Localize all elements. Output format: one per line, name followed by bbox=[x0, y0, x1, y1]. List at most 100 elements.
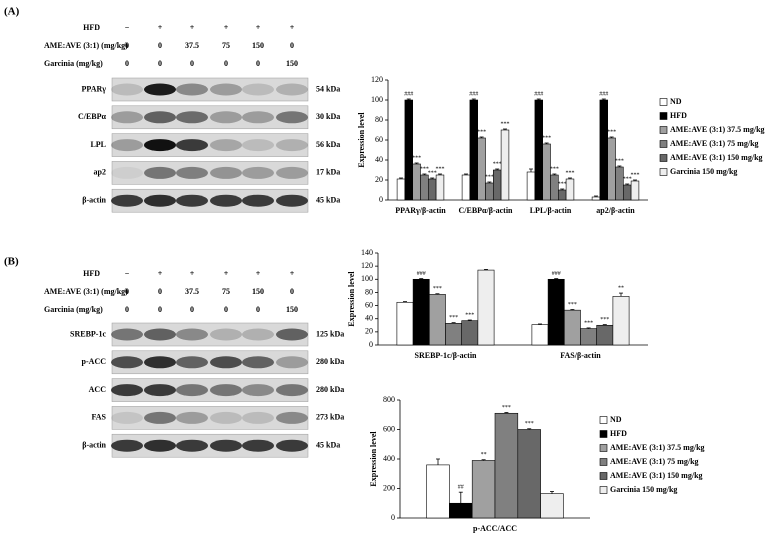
condition-value: 150 bbox=[286, 305, 298, 314]
x-category-label: SREBP-1c/β-actin bbox=[415, 351, 478, 360]
blot-band bbox=[111, 83, 143, 96]
condition-value: + bbox=[224, 269, 229, 278]
bar bbox=[412, 278, 430, 346]
error-bar bbox=[479, 136, 484, 138]
blot-band bbox=[276, 111, 308, 124]
condition-label: AME:AVE (3:1) (mg/kg) bbox=[44, 287, 128, 296]
condition-value: 0 bbox=[190, 305, 194, 314]
condition-value: 75 bbox=[222, 41, 230, 50]
error-bar bbox=[464, 173, 468, 175]
error-bar bbox=[617, 165, 622, 167]
legend-swatch bbox=[659, 154, 668, 162]
blot-band bbox=[276, 356, 308, 369]
bar bbox=[547, 278, 565, 346]
blot-band bbox=[111, 139, 143, 152]
significance-label: ### bbox=[469, 91, 478, 97]
blot-band bbox=[242, 194, 274, 207]
legend-swatch bbox=[659, 168, 668, 176]
bar bbox=[531, 324, 549, 346]
bar bbox=[435, 174, 445, 201]
error-bar bbox=[552, 173, 557, 175]
error-bar bbox=[504, 412, 509, 414]
blot-band bbox=[144, 384, 176, 397]
error-bar bbox=[570, 309, 575, 311]
condition-value: + bbox=[158, 23, 163, 32]
error-bar bbox=[422, 173, 427, 175]
condition-value: + bbox=[290, 269, 295, 278]
protein-label: ap2 bbox=[94, 168, 106, 177]
blot-band bbox=[276, 166, 308, 179]
significance-label: *** bbox=[550, 166, 559, 172]
y-axis-label: Expression level bbox=[369, 431, 378, 487]
y-tick-label: 800 bbox=[383, 395, 395, 404]
condition-value: 0 bbox=[158, 287, 162, 296]
bar bbox=[534, 99, 544, 201]
error-bar bbox=[544, 142, 549, 144]
y-tick-label: 600 bbox=[383, 424, 395, 433]
condition-value: 0 bbox=[125, 287, 129, 296]
bar bbox=[591, 196, 601, 201]
bar bbox=[565, 178, 575, 201]
blot-band bbox=[111, 439, 143, 452]
bar bbox=[526, 171, 536, 201]
significance-label: *** bbox=[428, 170, 437, 176]
error-bar bbox=[602, 324, 607, 326]
protein-label: LPL bbox=[90, 140, 106, 149]
error-bar bbox=[419, 278, 424, 280]
bar bbox=[461, 174, 471, 201]
legend-swatch bbox=[599, 458, 608, 466]
condition-value: 0 bbox=[158, 59, 162, 68]
bar bbox=[477, 269, 495, 346]
legend-label: ND bbox=[610, 415, 622, 424]
condition-value: + bbox=[256, 23, 261, 32]
significance-label: *** bbox=[465, 312, 474, 318]
blot-band bbox=[210, 439, 242, 452]
significance-label: *** bbox=[623, 176, 632, 182]
legend-label: HFD bbox=[670, 111, 687, 120]
significance-label: *** bbox=[501, 121, 510, 127]
y-tick-label: 60 bbox=[375, 135, 383, 144]
bar bbox=[427, 178, 437, 201]
blot-band bbox=[144, 139, 176, 152]
legend-swatch bbox=[659, 140, 668, 148]
bar bbox=[477, 137, 486, 201]
error-bar bbox=[435, 293, 440, 295]
blot-band bbox=[242, 384, 274, 397]
size-label: 30 kDa bbox=[316, 112, 340, 121]
significance-label: *** bbox=[584, 320, 593, 326]
bar bbox=[557, 189, 567, 201]
significance-label: *** bbox=[615, 158, 624, 164]
significance-label: ### bbox=[417, 271, 426, 277]
blot-band bbox=[176, 356, 208, 369]
error-bar bbox=[601, 98, 606, 100]
bar bbox=[630, 180, 640, 201]
bar bbox=[471, 460, 496, 519]
legend-label: AME:AVE (3:1) 37.5 mg/kg bbox=[670, 125, 765, 134]
condition-label: Garcinia (mg/kg) bbox=[44, 305, 103, 314]
legend-swatch bbox=[599, 486, 608, 494]
blot-band bbox=[144, 439, 176, 452]
y-axis-label: Expression level bbox=[347, 271, 356, 327]
legend-swatch bbox=[599, 472, 608, 480]
blot-band bbox=[276, 384, 308, 397]
blot-band bbox=[276, 328, 308, 341]
protein-label: β-actin bbox=[82, 196, 106, 205]
blot-band bbox=[176, 194, 208, 207]
error-bar bbox=[554, 278, 559, 280]
legend-swatch bbox=[599, 430, 608, 438]
legend-label: AME:AVE (3:1) 75 mg/kg bbox=[610, 457, 699, 466]
condition-value: + bbox=[256, 269, 261, 278]
blot-band bbox=[276, 194, 308, 207]
error-bar bbox=[550, 491, 554, 494]
condition-label: Garcinia (mg/kg) bbox=[44, 59, 103, 68]
blot-band bbox=[111, 411, 143, 424]
condition-value: + bbox=[158, 269, 163, 278]
blot-band bbox=[111, 166, 143, 179]
y-axis-label: Expression level bbox=[357, 112, 366, 168]
legend-label: AME:AVE (3:1) 150 mg/kg bbox=[610, 471, 703, 480]
blot-band bbox=[176, 439, 208, 452]
error-bar bbox=[536, 98, 541, 100]
bar bbox=[563, 309, 581, 346]
bar bbox=[445, 323, 463, 346]
y-tick-label: 120 bbox=[361, 261, 373, 270]
